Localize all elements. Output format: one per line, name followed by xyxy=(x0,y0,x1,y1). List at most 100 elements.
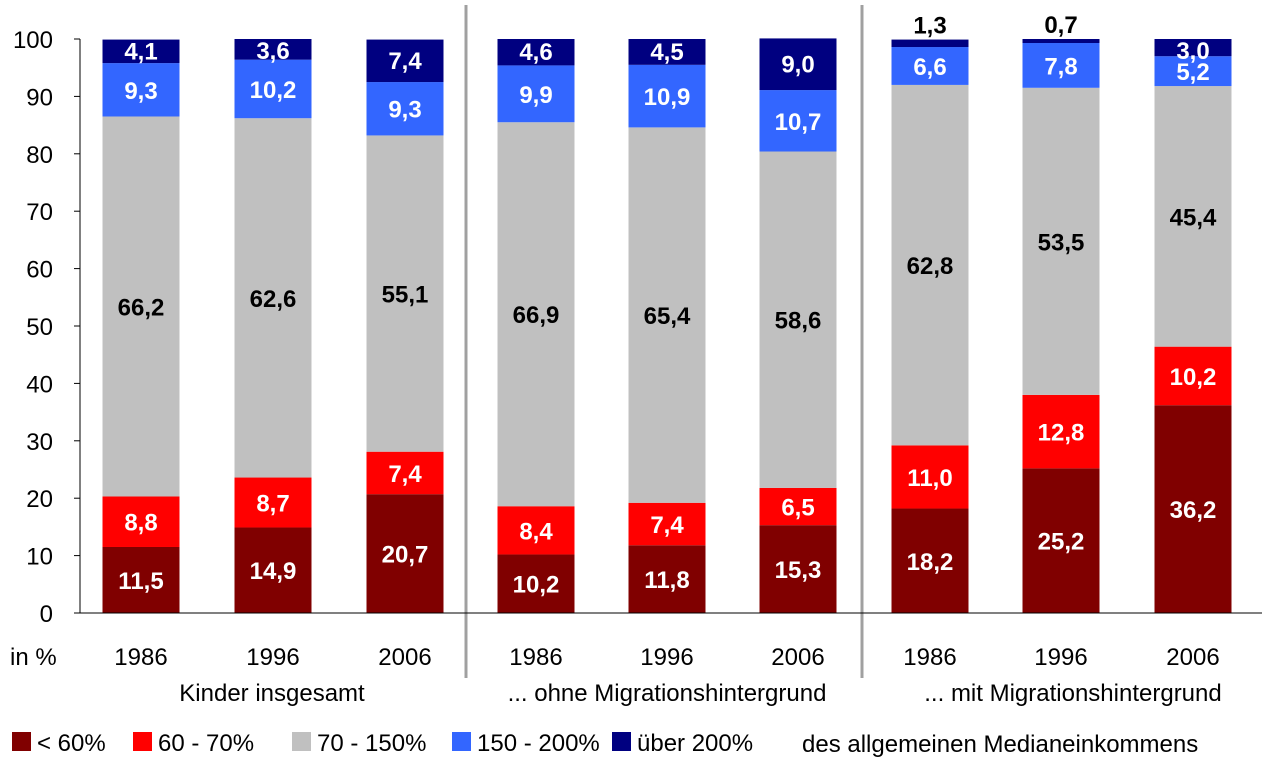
data-label: 10,2 xyxy=(1170,364,1217,391)
bar-segment xyxy=(234,39,312,60)
bar-segment xyxy=(1022,39,1100,44)
x-tick-label: 1996 xyxy=(1034,644,1087,671)
data-label: 8,7 xyxy=(256,491,289,518)
data-label: 9,9 xyxy=(519,82,552,109)
legend-swatch xyxy=(12,732,31,751)
y-tick-label: 90 xyxy=(26,84,53,111)
group-label: ... mit Migrationshintergrund xyxy=(924,680,1221,707)
bar-segment xyxy=(891,84,969,446)
bar-segment xyxy=(891,39,969,48)
y-tick-label: 20 xyxy=(26,486,53,513)
data-label: 11,5 xyxy=(118,568,163,595)
bar-segment xyxy=(366,451,444,495)
legend-label: 150 - 200% xyxy=(477,730,600,757)
data-label: 9,3 xyxy=(124,78,157,105)
data-label: 7,8 xyxy=(1044,53,1077,80)
data-label: 7,4 xyxy=(388,461,422,488)
y-tick-label: 40 xyxy=(26,371,53,398)
bar-segment xyxy=(759,525,837,613)
data-label: 0,7 xyxy=(1044,12,1077,39)
bar-segment xyxy=(497,39,575,66)
bar-segment xyxy=(234,477,312,528)
data-label: 9,3 xyxy=(388,97,421,124)
segment-labels: 11,5 8,8 66,2 9,3 4,1 14,9 8,7 62,6 10,2 3,6 20,7 7… xyxy=(118,12,1217,599)
x-tick-label: 1986 xyxy=(509,644,562,671)
data-label: 3,6 xyxy=(256,38,289,65)
data-label: 62,8 xyxy=(907,253,954,280)
data-label: 10,7 xyxy=(775,109,822,136)
data-label: 11,0 xyxy=(907,465,952,492)
data-label: 10,9 xyxy=(644,84,691,111)
legend-swatch xyxy=(292,732,311,751)
data-label: 11,8 xyxy=(644,567,689,594)
legend-swatch xyxy=(133,732,152,751)
bar-segment xyxy=(1154,56,1232,87)
bar-segment xyxy=(1022,468,1100,613)
x-tick-label: 1986 xyxy=(114,644,167,671)
y-tick-label: 0 xyxy=(40,601,53,628)
group-separators xyxy=(464,5,864,678)
bar-segment xyxy=(102,63,180,117)
legend-label: 60 - 70% xyxy=(158,730,254,757)
bar-segment xyxy=(1154,86,1232,347)
data-label: 6,5 xyxy=(781,495,814,522)
group-label: ... ohne Migrationshintergrund xyxy=(508,680,827,707)
bar-segment xyxy=(102,496,180,547)
bar-segment xyxy=(497,65,575,123)
legend-label: 70 - 150% xyxy=(317,730,426,757)
data-label: 4,1 xyxy=(124,39,157,66)
x-axis: 1986 1996 2006 Kinder insgesamt 1986 1996 2006… xyxy=(80,612,1262,707)
data-label: 66,9 xyxy=(513,302,560,329)
x-tick-label: 2006 xyxy=(378,644,431,671)
bar-segment xyxy=(628,64,706,128)
bar-segment xyxy=(891,508,969,613)
data-label: 20,7 xyxy=(382,542,429,569)
data-label: 53,5 xyxy=(1038,229,1085,256)
data-label: 7,4 xyxy=(388,48,422,75)
legend: < 60% 60 - 70% 70 - 150% 150 - 200% über 200… xyxy=(12,730,1198,758)
data-label: 8,8 xyxy=(124,510,157,537)
unit-label: in % xyxy=(10,644,57,671)
bar-segment xyxy=(759,38,837,91)
data-label: 14,9 xyxy=(250,558,297,585)
data-label: 36,2 xyxy=(1170,497,1217,524)
data-label: 3,0 xyxy=(1176,38,1209,65)
bar-segment xyxy=(1154,346,1232,406)
bar-segment xyxy=(759,487,837,526)
legend-suffix: des allgemeinen Medianeinkommens xyxy=(802,731,1198,758)
data-label: 58,6 xyxy=(775,308,822,335)
data-label: 4,5 xyxy=(650,39,683,66)
bar-segment xyxy=(759,151,837,488)
bar-segment xyxy=(759,90,837,152)
data-label: 1,3 xyxy=(913,13,946,40)
data-label: 55,1 xyxy=(382,282,429,309)
bar-segment xyxy=(102,546,180,613)
data-label: 18,2 xyxy=(907,549,954,576)
y-tick-label: 50 xyxy=(26,314,53,341)
bar-segment xyxy=(366,82,444,136)
bar-segment xyxy=(628,545,706,613)
data-label: 9,0 xyxy=(781,51,814,78)
data-label: 10,2 xyxy=(250,77,297,104)
data-label: 66,2 xyxy=(118,294,165,321)
bar-segment xyxy=(366,39,444,83)
bar-segment xyxy=(102,39,180,64)
bar-segment xyxy=(628,127,706,503)
bar-segment xyxy=(366,494,444,613)
bar-segment xyxy=(497,122,575,507)
y-tick-label: 10 xyxy=(26,544,53,571)
bar-segment xyxy=(628,502,706,546)
bar-segment xyxy=(1022,87,1100,395)
y-tick-label: 80 xyxy=(26,142,53,169)
bar-segment xyxy=(1022,43,1100,88)
x-tick-label: 1996 xyxy=(640,644,693,671)
bar-segment xyxy=(1022,394,1100,469)
bars xyxy=(102,38,1232,613)
data-label: 10,2 xyxy=(513,572,560,599)
legend-label: < 60% xyxy=(37,730,106,757)
data-label: 15,3 xyxy=(775,557,822,584)
bar-segment xyxy=(891,445,969,509)
bar-segment xyxy=(891,47,969,85)
x-tick-label: 1996 xyxy=(246,644,299,671)
